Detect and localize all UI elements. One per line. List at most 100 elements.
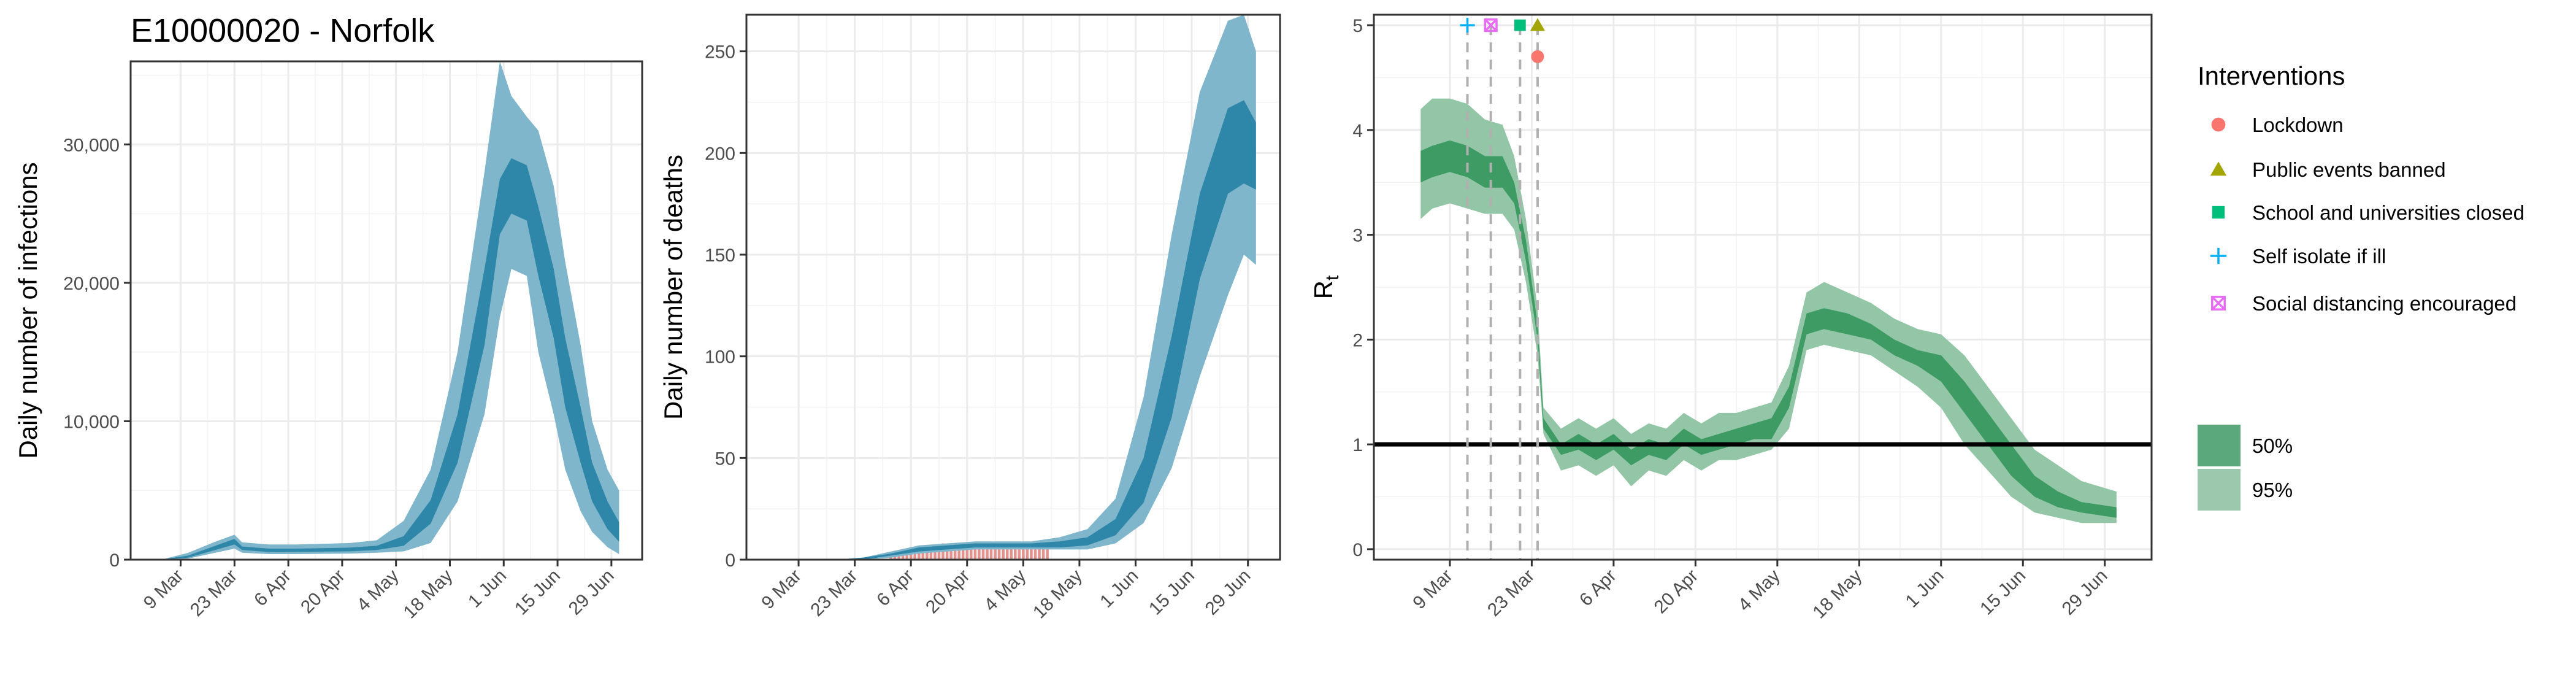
x-tick-label: 18 May [1809, 566, 1866, 623]
x-tick-label: 1 Jun [1096, 566, 1142, 612]
rt-y-axis-title: Rt [1309, 275, 1343, 299]
death-bar [978, 545, 981, 560]
death-bar [997, 545, 1001, 560]
legend-title: Interventions [2198, 61, 2345, 90]
death-bar [1018, 545, 1021, 560]
intervention-marker [1530, 18, 1546, 31]
death-bar [1030, 547, 1033, 560]
legend-item: Public events banned [2210, 158, 2446, 181]
x-tick-label: 4 May [980, 566, 1030, 615]
x-tick-label: 6 Apr [873, 566, 918, 611]
rt-band-50 [1420, 140, 2117, 518]
death-bar [1005, 545, 1009, 560]
infections-frame [129, 60, 643, 561]
y-tick-label: 30,000 [63, 135, 120, 155]
x-tick-label: 9 Mar [757, 566, 805, 614]
x-tick-label: 4 May [1735, 566, 1784, 615]
infections-y-axis-title: Daily number of infections [13, 162, 42, 458]
deaths-y-axis-title: Daily number of deaths [659, 155, 688, 420]
death-bar [1046, 547, 1049, 560]
legend-band-item: 95% [2198, 469, 2293, 511]
x-tick-label: 15 Jun [511, 566, 564, 619]
death-bar [986, 543, 989, 560]
death-bar [1014, 547, 1017, 560]
death-bar [973, 547, 977, 560]
legend-item-label: Public events banned [2252, 158, 2446, 181]
y-tick-label: 0 [109, 550, 120, 571]
legend-swatch-icon [2212, 206, 2225, 219]
x-tick-label: 29 Jun [565, 566, 618, 619]
y-tick-label: 5 [1352, 16, 1363, 36]
legend-item: Self isolate if ill [2210, 245, 2386, 268]
rt-panel: 9 Mar 23 Mar 6 Apr 20 Apr 4 May 18 May 1 Jun 15… [1309, 14, 2153, 623]
x-tick-label: 18 May [400, 566, 457, 623]
y-tick-label: 0 [725, 550, 735, 571]
x-tick-label: 20 Apr [922, 566, 974, 618]
legend-swatch-icon [2210, 247, 2227, 264]
intervention-marker [1460, 17, 1475, 33]
x-tick-label: 9 Mar [1409, 566, 1457, 614]
x-tick-label: 23 Mar [807, 566, 861, 620]
legend-band-swatch [2198, 469, 2241, 511]
y-tick-label: 250 [705, 42, 735, 63]
death-bar [937, 545, 941, 560]
legend-item: Lockdown [2211, 114, 2344, 136]
y-tick-label: 50 [715, 449, 735, 469]
x-tick-label: 18 May [1029, 566, 1086, 623]
infections-y-ticks: 0 10,000 20,000 30,000 [63, 135, 131, 571]
x-tick-label: 6 Apr [250, 566, 295, 611]
y-tick-label: 200 [705, 144, 735, 164]
y-tick-label: 1 [1352, 435, 1363, 455]
x-tick-label: 23 Mar [1484, 566, 1538, 620]
death-bar [929, 547, 933, 560]
y-tick-label: 150 [705, 245, 735, 266]
death-bar [945, 545, 949, 560]
intervention-marker [1484, 18, 1498, 33]
rt-y-axis-title-main: R [1309, 280, 1338, 299]
death-bar [949, 547, 953, 560]
y-tick-label: 2 [1352, 330, 1363, 350]
legend-item: School and universities closed [2212, 201, 2524, 224]
deaths-frame [745, 14, 1281, 561]
deaths-band-95 [778, 15, 1256, 560]
y-tick-label: 4 [1352, 121, 1363, 141]
y-tick-label: 0 [1352, 540, 1363, 560]
x-tick-label: 1 Jun [1902, 566, 1948, 612]
x-tick-label: 6 Apr [1576, 566, 1620, 611]
x-tick-label: 1 Jun [464, 566, 510, 612]
y-tick-label: 100 [705, 347, 735, 368]
x-tick-label: 23 Mar [186, 566, 241, 620]
death-bar [989, 545, 993, 560]
legend-item-label: Lockdown [2252, 114, 2344, 136]
y-tick-label: 10,000 [63, 412, 120, 432]
rt-frame [1373, 14, 2153, 561]
x-tick-label: 15 Jun [1145, 566, 1198, 619]
intervention-marker [1514, 19, 1526, 31]
intervention-date-lines [1466, 25, 1539, 560]
legend-band-item: 50% [2198, 425, 2293, 466]
rt-x-ticks: 9 Mar 23 Mar 6 Apr 20 Apr 4 May 18 May 1 Jun 15… [1409, 560, 2112, 623]
legend-item: Social distancing encouraged [2211, 292, 2517, 315]
y-tick-label: 20,000 [63, 274, 120, 294]
legend-band-label: 95% [2252, 479, 2293, 501]
death-bar [1038, 547, 1041, 560]
x-tick-label: 20 Apr [1650, 566, 1703, 618]
death-bar [1022, 545, 1025, 560]
y-tick-label: 3 [1352, 226, 1363, 246]
legend-swatch-icon [2211, 117, 2226, 132]
death-bar [981, 545, 985, 560]
legend-items: Lockdown Public events banned School and u… [2210, 114, 2524, 315]
x-tick-label: 29 Jun [1202, 566, 1255, 619]
x-tick-label: 15 Jun [1976, 566, 2030, 619]
rt-y-axis-title-sub: t [1322, 275, 1343, 280]
intervention-markers [1460, 17, 1546, 63]
death-bar [1002, 547, 1005, 560]
x-tick-label: 20 Apr [297, 566, 349, 618]
x-tick-label: 4 May [353, 566, 403, 615]
